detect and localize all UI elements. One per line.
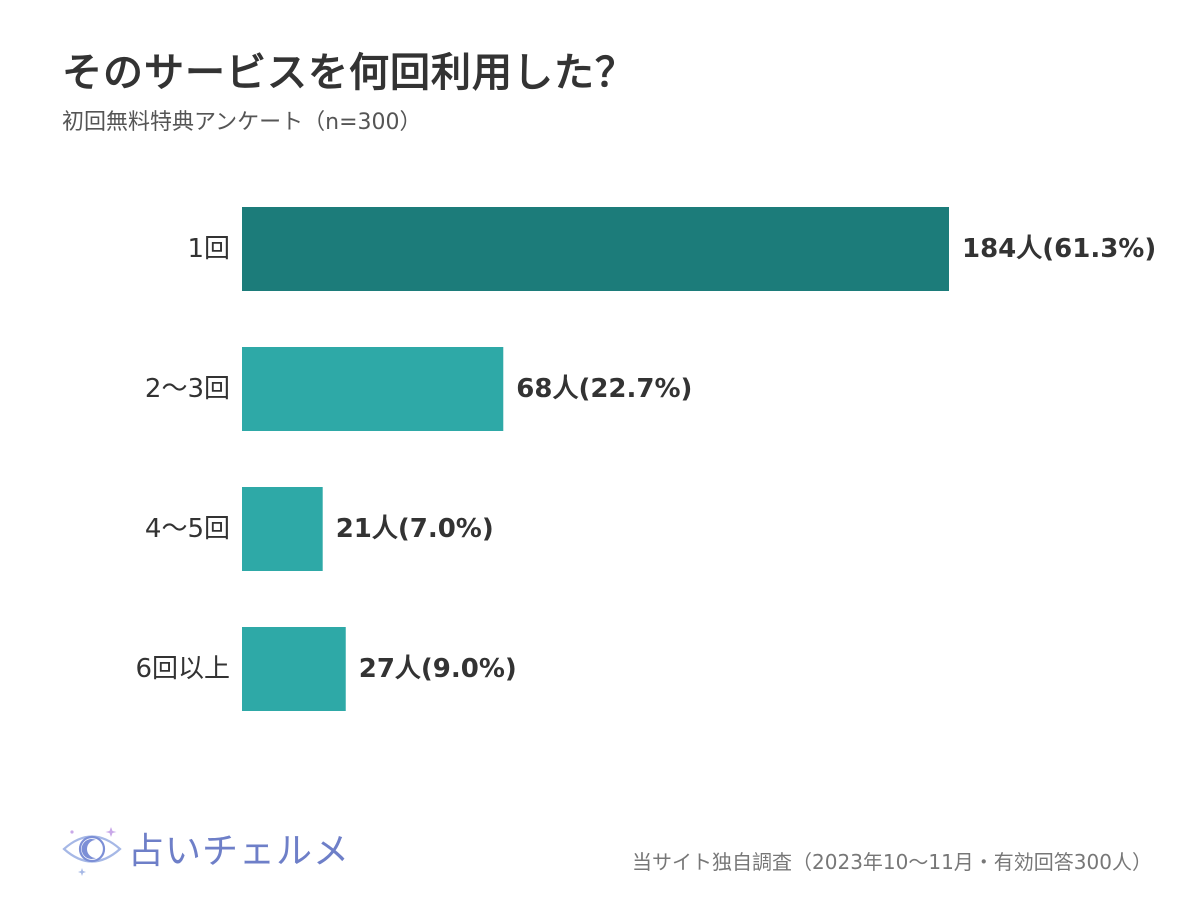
bar	[242, 627, 346, 711]
chart-title: そのサービスを何回利用した？	[62, 50, 636, 96]
logo: 占いチェルメ	[60, 818, 349, 880]
eye-moon-icon	[62, 827, 122, 876]
category-label: 1回	[187, 234, 230, 264]
value-label: 68人(22.7%)	[516, 374, 692, 404]
category-label: 4～5回	[145, 514, 230, 544]
source-note: 当サイト独自調査（2023年10～11月・有効回答300人）	[632, 850, 1152, 874]
category-label: 2～3回	[145, 374, 230, 404]
bar	[242, 347, 504, 431]
category-label: 6回以上	[135, 654, 230, 684]
value-label: 27人(9.0%)	[359, 654, 517, 684]
chart-subtitle: 初回無料特典アンケート（n=300）	[62, 110, 422, 135]
bar	[242, 487, 323, 571]
logo-text: 占いチェルメ	[128, 831, 351, 872]
value-label: 184人(61.3%)	[962, 234, 1156, 264]
value-label: 21人(7.0%)	[336, 514, 494, 544]
bar	[242, 207, 949, 291]
